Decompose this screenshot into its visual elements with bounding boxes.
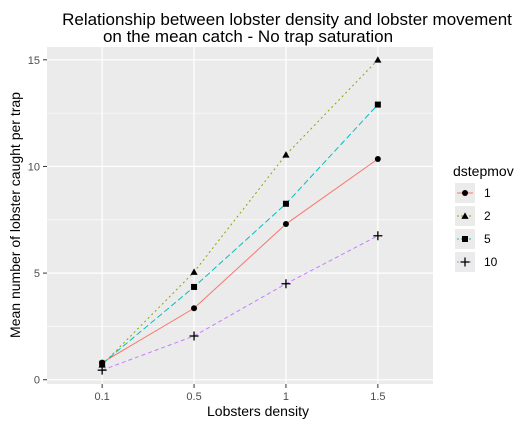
data-point-5	[191, 283, 198, 290]
legend-label: 2	[484, 209, 491, 223]
legend-key-marker	[461, 212, 469, 219]
data-point-2	[374, 56, 382, 63]
legend-item-1: 1	[455, 183, 491, 203]
y-tick-label: 10	[28, 161, 40, 173]
legend-item-2: 2	[455, 206, 491, 226]
series-line-10	[101, 235, 379, 371]
series-layer	[97, 56, 383, 375]
chart-title-line2: on the mean catch - No trap saturation	[103, 27, 393, 46]
legend: dstepmov 1 2 5 10	[453, 163, 514, 272]
y-tick-label: 15	[28, 55, 40, 67]
legend-label: 1	[484, 186, 491, 200]
y-axis-title: Mean number of lobster caught per trap	[7, 92, 23, 338]
data-point-1	[191, 305, 198, 312]
x-tick-label: 0.5	[186, 391, 201, 403]
axes: 0 5 10 15 0.1 0.5 1 1.5	[28, 55, 386, 403]
chart-title-line1: Relationship between lobster density and…	[62, 10, 512, 29]
data-point-10	[97, 365, 107, 375]
data-point-1	[374, 155, 381, 162]
y-tick-label: 5	[34, 268, 40, 280]
x-axis-title: Lobsters density	[207, 403, 309, 419]
x-tick-label: 1	[283, 391, 289, 403]
legend-item-5: 5	[455, 229, 491, 249]
chart-title: Relationship between lobster density and…	[62, 10, 512, 46]
series-line-5	[101, 104, 379, 365]
series-line-2	[101, 59, 379, 366]
data-point-10	[189, 331, 199, 341]
legend-key-marker	[462, 190, 468, 196]
data-point-2	[190, 268, 198, 275]
legend-title: dstepmov	[453, 163, 514, 179]
grid	[47, 47, 433, 384]
plot-panel	[47, 47, 433, 384]
data-point-5	[99, 360, 106, 367]
data-point-1	[282, 221, 289, 228]
data-point-5	[374, 101, 381, 108]
legend-key-marker	[460, 257, 470, 267]
x-tick-label: 0.1	[94, 391, 109, 403]
legend-key-marker	[462, 236, 468, 242]
x-tick-label: 1.5	[370, 391, 385, 403]
data-point-10	[373, 231, 383, 241]
data-point-10	[281, 279, 291, 289]
series-5	[99, 101, 381, 367]
legend-label: 5	[484, 232, 491, 246]
series-line-1	[101, 158, 379, 364]
legend-label: 10	[484, 255, 498, 269]
data-point-5	[282, 200, 289, 207]
y-tick-label: 0	[34, 375, 40, 387]
series-10	[97, 231, 383, 375]
legend-item-10: 10	[455, 252, 498, 272]
data-point-2	[282, 151, 290, 158]
